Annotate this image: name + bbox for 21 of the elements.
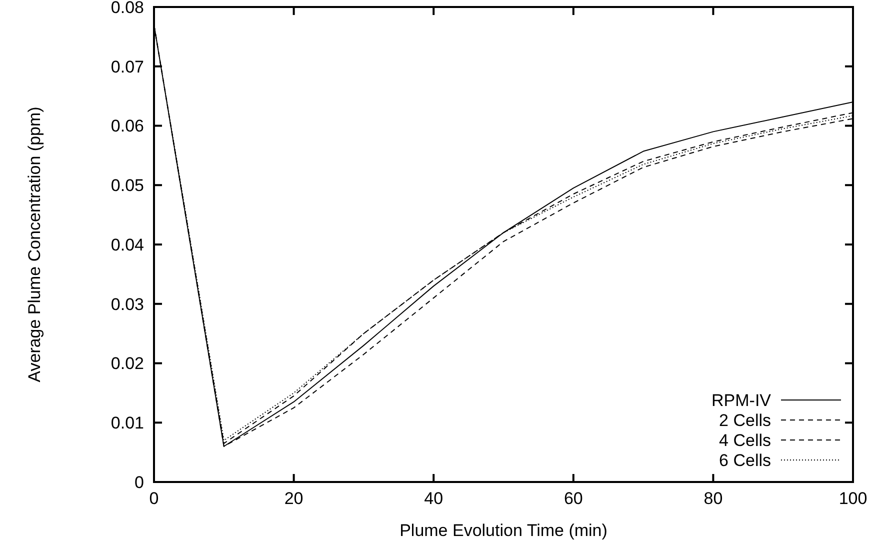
y-tick-label: 0.04 — [110, 235, 144, 254]
x-tick-label: 40 — [424, 489, 444, 508]
y-tick-label: 0.02 — [110, 354, 144, 374]
x-tick-label: 0 — [149, 489, 159, 508]
y-axis-title: Average Plume Concentration (ppm) — [25, 106, 44, 382]
y-tick-label: 0.01 — [110, 414, 144, 433]
y-tick-label: 0.07 — [110, 57, 144, 76]
x-tick-label: 20 — [284, 489, 304, 508]
y-tick-label: 0 — [134, 472, 144, 492]
y-tick-label: 0.08 — [110, 0, 144, 17]
y-tick-label: 0.03 — [110, 294, 144, 314]
legend-label: 4 Cells — [719, 430, 771, 450]
legend-label: 6 Cells — [719, 450, 771, 470]
x-tick-label: 80 — [704, 489, 723, 508]
y-tick-label: 0.06 — [110, 116, 144, 136]
legend-label: RPM-IV — [712, 390, 772, 410]
x-tick-label: 100 — [838, 489, 868, 508]
x-axis-title: Plume Evolution Time (min) — [400, 521, 608, 540]
y-tick-label: 0.05 — [110, 176, 144, 196]
legend-label: 2 Cells — [719, 410, 771, 430]
x-tick-label: 60 — [564, 489, 583, 508]
